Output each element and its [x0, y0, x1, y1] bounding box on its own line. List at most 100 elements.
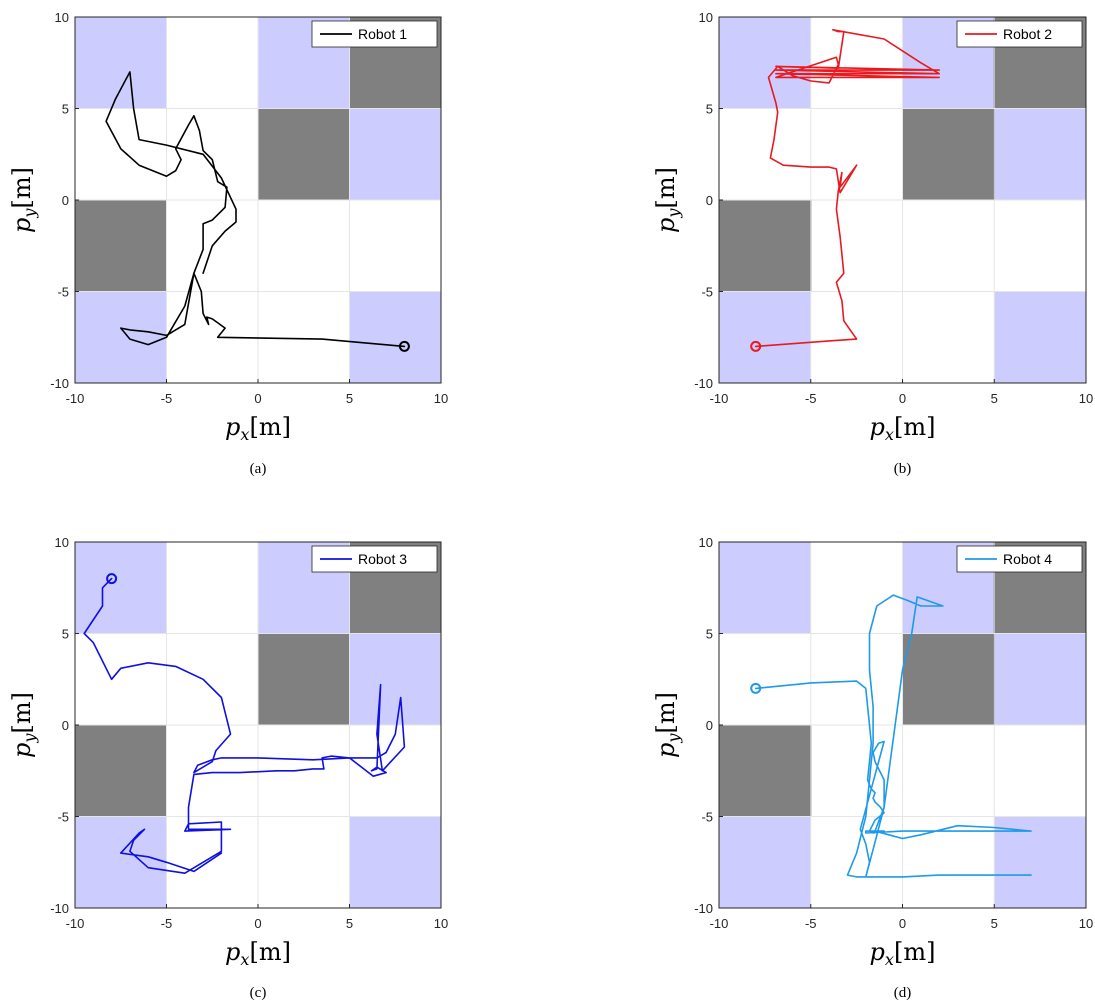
x-tick-label: -10	[710, 391, 729, 406]
light-tile	[994, 291, 1086, 383]
light-tile	[349, 633, 441, 725]
x-tick-label: 5	[346, 916, 353, 931]
y-tick-label: -5	[57, 810, 69, 825]
trajectory-1	[83, 577, 406, 875]
panel-d: -10 -5 0 5 10 -10 -5 0 5 10 px[m] py[m] Robot 4 (d)	[652, 535, 1093, 1001]
legend-entry: Robot 2	[1003, 26, 1052, 42]
y-tick-label: -5	[701, 810, 713, 825]
obstacle-tile	[902, 108, 995, 201]
light-tile	[349, 291, 441, 383]
legend-entry: Robot 4	[1003, 551, 1052, 567]
x-tick-label: 10	[1079, 391, 1093, 406]
y-axis-label: py[m]	[652, 167, 683, 233]
legend-entry: Robot 3	[358, 551, 407, 567]
x-tick-label: -10	[66, 391, 85, 406]
y-axis-label: py[m]	[8, 167, 39, 233]
x-axis-label: px[m]	[870, 413, 936, 444]
legend: Robot 3	[311, 545, 438, 573]
y-tick-label: 10	[55, 535, 69, 550]
legend: Robot 1	[311, 20, 438, 48]
panel-a: -10 -5 0 5 10 -10 -5 0 5 10 px[m] py[m] Robot 1 (a)	[8, 10, 448, 477]
x-tick-label: 0	[899, 916, 906, 931]
start-marker	[106, 573, 118, 585]
obstacle-tile	[257, 108, 350, 201]
y-tick-label: -5	[57, 285, 69, 300]
light-tile	[719, 816, 811, 908]
y-tick-label: 5	[62, 627, 69, 642]
x-tick-label: 0	[899, 391, 906, 406]
trajectory-1	[105, 71, 406, 348]
panel-c: -10 -5 0 5 10 -10 -5 0 5 10 px[m] py[m] Robot 3 (c)	[8, 535, 448, 1001]
light-tile	[719, 17, 811, 109]
y-tick-label: 5	[706, 627, 713, 642]
light-tile	[719, 542, 811, 634]
x-axis-label: px[m]	[870, 938, 936, 969]
light-tile	[349, 816, 441, 908]
x-tick-label: 10	[434, 916, 448, 931]
light-tile	[994, 816, 1086, 908]
tiles	[74, 16, 442, 383]
light-tile	[75, 542, 167, 634]
start-marker	[398, 340, 410, 352]
light-tile	[994, 108, 1086, 200]
y-tick-label: -10	[694, 376, 713, 391]
obstacle-tile	[74, 199, 167, 292]
x-tick-label: -10	[710, 916, 729, 931]
obstacle-tile	[718, 724, 812, 817]
x-tick-label: 5	[991, 916, 998, 931]
tiles	[74, 541, 442, 908]
y-tick-label: -10	[50, 376, 69, 391]
x-tick-label: -5	[161, 391, 173, 406]
y-axis-label: py[m]	[8, 692, 39, 758]
obstacle-tile	[257, 633, 350, 726]
tiles	[718, 541, 1087, 908]
y-tick-label: 0	[706, 718, 713, 733]
y-tick-label: 10	[699, 535, 713, 550]
x-axis-label: px[m]	[225, 938, 291, 969]
x-tick-label: -10	[66, 916, 85, 931]
y-tick-label: -5	[701, 285, 713, 300]
panel-b: -10 -5 0 5 10 -10 -5 0 5 10 px[m] py[m] Robot 2 (b)	[652, 10, 1093, 477]
panel-caption: (a)	[250, 461, 267, 477]
x-tick-label: 5	[346, 391, 353, 406]
light-tile	[719, 291, 811, 383]
y-tick-label: 10	[699, 10, 713, 25]
legend: Robot 2	[956, 20, 1083, 48]
x-tick-label: 10	[1079, 916, 1093, 931]
trajectory-1	[754, 28, 941, 348]
y-tick-label: 5	[706, 102, 713, 117]
y-tick-label: 0	[62, 718, 69, 733]
obstacle-tile	[902, 633, 995, 726]
x-axis-label: px[m]	[225, 413, 291, 444]
x-tick-label: -5	[805, 391, 817, 406]
light-tile	[75, 816, 167, 908]
x-tick-label: 5	[991, 391, 998, 406]
x-tick-label: 0	[254, 916, 261, 931]
light-tile	[75, 291, 167, 383]
y-tick-label: 10	[55, 10, 69, 25]
light-tile	[349, 108, 441, 200]
legend: Robot 4	[956, 545, 1083, 573]
trajectory-1	[754, 594, 1032, 878]
y-axis-label: py[m]	[652, 692, 683, 758]
y-tick-label: 0	[62, 193, 69, 208]
y-tick-label: -10	[50, 901, 69, 916]
light-tile	[75, 17, 167, 109]
x-tick-label: 10	[434, 391, 448, 406]
start-marker	[750, 340, 762, 352]
y-tick-label: -10	[694, 901, 713, 916]
obstacle-tile	[74, 724, 167, 817]
obstacle-tile	[718, 199, 812, 292]
x-tick-label: 0	[254, 391, 261, 406]
x-tick-label: -5	[805, 916, 817, 931]
light-tile	[994, 633, 1086, 725]
panel-caption: (c)	[250, 985, 267, 1001]
panel-caption: (b)	[894, 461, 912, 477]
y-tick-label: 5	[62, 102, 69, 117]
y-tick-label: 0	[706, 193, 713, 208]
start-marker	[750, 682, 762, 694]
panel-caption: (d)	[894, 985, 912, 1001]
x-tick-label: -5	[161, 916, 173, 931]
legend-entry: Robot 1	[358, 26, 407, 42]
